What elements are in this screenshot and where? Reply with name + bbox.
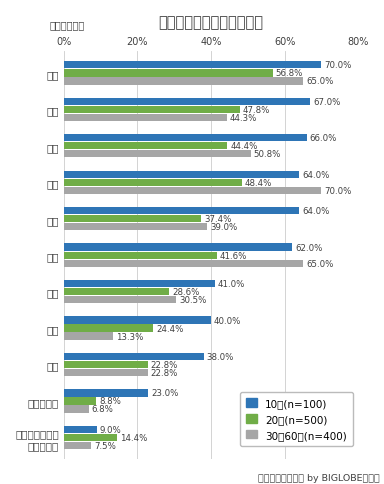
Bar (64, 317, 211, 324)
Text: 48.4%: 48.4% (245, 179, 272, 187)
Bar (64, 106, 240, 114)
Text: 67.0%: 67.0% (313, 98, 341, 106)
Text: 24.4%: 24.4% (156, 324, 184, 333)
Text: 6.8%: 6.8% (92, 405, 114, 414)
Text: 65.0%: 65.0% (306, 259, 333, 268)
Text: 50.8%: 50.8% (254, 150, 281, 159)
Text: 70.0%: 70.0% (324, 186, 352, 196)
Text: 13.3%: 13.3% (116, 332, 143, 341)
Text: 64.0%: 64.0% (302, 207, 330, 216)
Bar (64, 244, 292, 251)
Text: 30.5%: 30.5% (179, 296, 206, 304)
Bar (64, 179, 242, 186)
Text: 22.8%: 22.8% (151, 360, 178, 369)
Text: 28.6%: 28.6% (172, 287, 199, 297)
Text: 44.4%: 44.4% (230, 142, 258, 151)
Bar (64, 434, 117, 441)
Bar (64, 171, 300, 179)
Bar (64, 135, 307, 142)
Bar (64, 426, 97, 433)
Bar (64, 333, 113, 340)
Bar (64, 62, 321, 69)
Text: 64.0%: 64.0% (302, 170, 330, 180)
Bar (64, 252, 217, 259)
Bar (64, 260, 303, 267)
Bar (64, 442, 91, 449)
Bar (64, 369, 147, 377)
Bar (64, 215, 201, 223)
Text: 41.6%: 41.6% (220, 251, 247, 260)
Text: 40.0%: 40.0% (214, 316, 241, 325)
Text: 「あしたメディア by BIGLOBE」調べ: 「あしたメディア by BIGLOBE」調べ (258, 472, 380, 482)
Text: 14.4%: 14.4% (119, 433, 147, 442)
Text: 9.0%: 9.0% (100, 425, 121, 434)
Text: 70.0%: 70.0% (324, 61, 352, 70)
Title: 人生で大切にしているもの: 人生で大切にしているもの (159, 15, 263, 30)
Legend: 10代(n=100), 20代(n=500), 30～60代(n=400): 10代(n=100), 20代(n=500), 30～60代(n=400) (240, 392, 353, 446)
Text: （複数回答）: （複数回答） (50, 20, 85, 30)
Text: 62.0%: 62.0% (295, 243, 322, 252)
Text: 39.0%: 39.0% (210, 223, 237, 232)
Bar (64, 208, 300, 215)
Bar (64, 143, 227, 150)
Text: 56.8%: 56.8% (276, 69, 303, 78)
Text: 38.0%: 38.0% (207, 352, 234, 361)
Bar (64, 280, 215, 287)
Bar (64, 296, 176, 303)
Bar (64, 98, 310, 106)
Bar (64, 390, 148, 397)
Bar (64, 361, 147, 368)
Bar (64, 115, 227, 122)
Bar (64, 187, 321, 195)
Bar (64, 325, 154, 332)
Text: 41.0%: 41.0% (218, 279, 245, 288)
Bar (64, 224, 207, 231)
Text: 65.0%: 65.0% (306, 77, 333, 86)
Text: 23.0%: 23.0% (151, 389, 179, 398)
Bar (64, 406, 89, 413)
Bar (64, 78, 303, 85)
Text: 7.5%: 7.5% (94, 441, 116, 450)
Text: 22.8%: 22.8% (151, 368, 178, 377)
Text: 8.8%: 8.8% (99, 397, 121, 406)
Bar (64, 397, 96, 405)
Bar (64, 353, 204, 361)
Text: 47.8%: 47.8% (243, 106, 270, 115)
Bar (64, 151, 251, 158)
Text: 37.4%: 37.4% (204, 215, 232, 224)
Bar (64, 288, 169, 296)
Text: 44.3%: 44.3% (230, 114, 257, 122)
Bar (64, 70, 273, 77)
Text: 66.0%: 66.0% (310, 134, 337, 143)
